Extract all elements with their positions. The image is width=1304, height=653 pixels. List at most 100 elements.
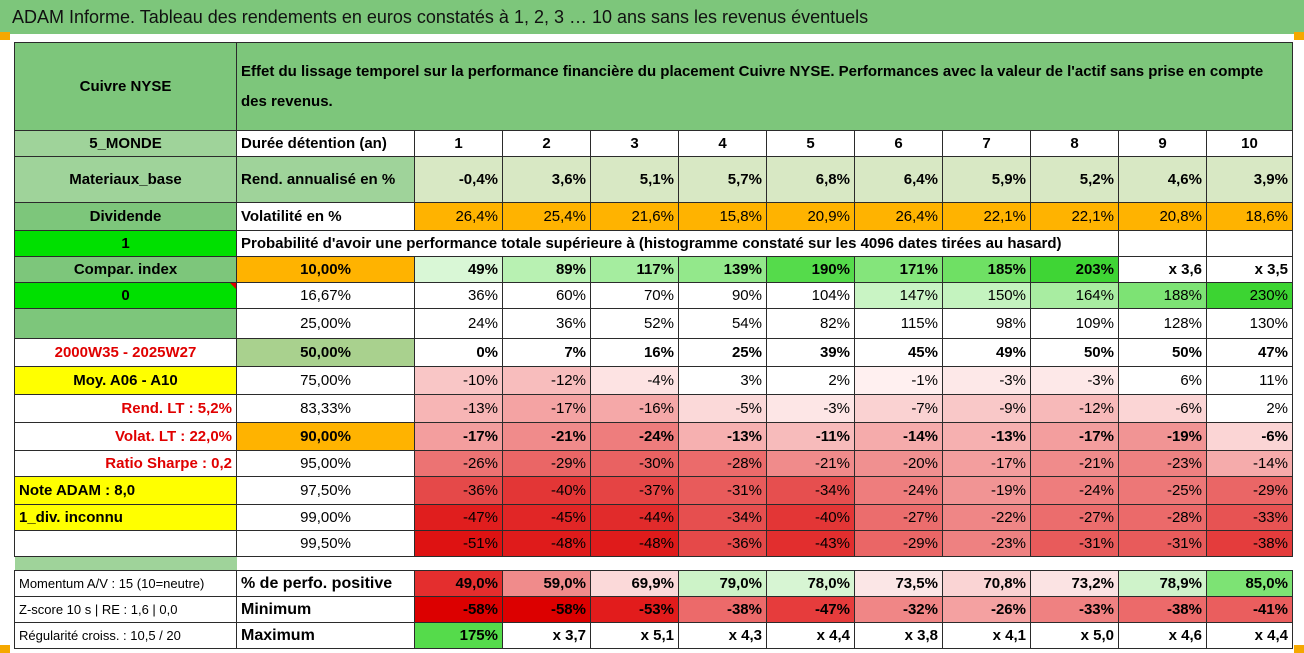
quantile-cell: -19% [1118, 422, 1207, 451]
quantile-cell: -1% [854, 366, 943, 395]
quantile-row: Note ADAM : 8,0 97,50% -36% -40% -37% -31% -34… [14, 476, 1293, 505]
zscore-label: Z-score 10 s | RE : 1,6 | 0,0 [14, 596, 237, 623]
period-label: 2000W35 - 2025W27 [14, 338, 237, 367]
blank-cell [14, 530, 237, 557]
quantile-cell: -48% [590, 530, 679, 557]
average-label: Moy. A06 - A10 [14, 366, 237, 395]
quantile-cell: 2% [1206, 394, 1293, 423]
quantile-row: 25,00% 24% 36% 52% 54% 82% 115% 98% 109% 128% 130% [14, 308, 1293, 339]
quantile-cell: 109% [1030, 308, 1119, 339]
stats-cell: x 4,1 [942, 622, 1031, 649]
quantile-cell: -21% [502, 422, 591, 451]
quantile-cell: 54% [678, 308, 767, 339]
quantile-cell: -34% [678, 504, 767, 531]
quantile-row: 2000W35 - 2025W27 50,00% 0% 7% 16% 25% 39% 45% 4… [14, 338, 1293, 367]
year-header: 4 [678, 130, 767, 157]
quantile-cell: -30% [590, 450, 679, 477]
quantile-row: Rend. LT : 5,2% 83,33% -13% -17% -16% -5% -3% -… [14, 394, 1293, 423]
quantile-cell: -3% [766, 394, 855, 423]
quantile-cell: -40% [502, 476, 591, 505]
stats-cell: x 3,7 [502, 622, 591, 649]
quantile-cell: -44% [590, 504, 679, 531]
year-header: 2 [502, 130, 591, 157]
stats-cell: 69,9% [590, 570, 679, 597]
quantile-cell: 50% [1118, 338, 1207, 367]
quantile-cell: 47% [1206, 338, 1293, 367]
volatility-label: Volatilité en % [236, 202, 415, 231]
quantile-cell: 147% [854, 282, 943, 309]
quantile-cell: 128% [1118, 308, 1207, 339]
annual-return-cell: 5,2% [1030, 156, 1119, 203]
quantile-cell: -36% [678, 530, 767, 557]
duration-label: Durée détention (an) [236, 130, 415, 157]
quantile-threshold: 99,00% [236, 504, 415, 531]
stats-row: Z-score 10 s | RE : 1,6 | 0,0 Minimum -58%… [14, 596, 1293, 623]
quantile-cell: -22% [942, 504, 1031, 531]
quantile-row: Volat. LT : 22,0% 90,00% -17% -21% -24% -13% -… [14, 422, 1293, 451]
quantile-cell: 52% [590, 308, 679, 339]
quantile-cell: -38% [1206, 530, 1293, 557]
quantile-cell: -24% [1030, 476, 1119, 505]
stats-cell: 175% [414, 622, 503, 649]
quantile-cell: -13% [678, 422, 767, 451]
stats-cell: 59,0% [502, 570, 591, 597]
year-header: 5 [766, 130, 855, 157]
year-header: 6 [854, 130, 943, 157]
quantile-cell: 7% [502, 338, 591, 367]
stats-cell: x 4,3 [678, 622, 767, 649]
stats-label: Minimum [236, 596, 415, 623]
annual-return-label: Rend. annualisé en % [236, 156, 415, 203]
quantile-cell: -31% [1030, 530, 1119, 557]
quantile-cell: -37% [590, 476, 679, 505]
volatility-cell: 20,9% [766, 202, 855, 231]
quantile-cell: -13% [942, 422, 1031, 451]
quantile-threshold: 25,00% [236, 308, 415, 339]
quantile-cell: 230% [1206, 282, 1293, 309]
quantile-cell: -17% [942, 450, 1031, 477]
stats-cell: -26% [942, 596, 1031, 623]
stats-cell: x 5,0 [1030, 622, 1119, 649]
quantile-cell: -3% [1030, 366, 1119, 395]
quantile-cell: -21% [766, 450, 855, 477]
year-header: 7 [942, 130, 1031, 157]
stats-cell: 78,9% [1118, 570, 1207, 597]
quantile-cell: 185% [942, 256, 1031, 283]
quantile-cell: -29% [1206, 476, 1293, 505]
dividend-value: 1 [14, 230, 237, 257]
quantile-threshold: 83,33% [236, 394, 415, 423]
quantile-cell: -17% [502, 394, 591, 423]
quantile-cell: -51% [414, 530, 503, 557]
quantile-cell: -25% [1118, 476, 1207, 505]
quantile-cell: -29% [502, 450, 591, 477]
stats-cell: -32% [854, 596, 943, 623]
quantile-cell: -36% [414, 476, 503, 505]
quantile-cell: -12% [1030, 394, 1119, 423]
quantile-cell: 6% [1118, 366, 1207, 395]
quantile-cell: 49% [414, 256, 503, 283]
quantile-threshold: 10,00% [236, 256, 415, 283]
quantile-threshold: 99,50% [236, 530, 415, 557]
stats-row: Momentum A/V : 15 (10=neutre)% de perfo.… [14, 570, 1293, 597]
quantile-cell: 16% [590, 338, 679, 367]
stats-cell: 78,0% [766, 570, 855, 597]
volatility-cell: 21,6% [590, 202, 679, 231]
stats-cell: -38% [1118, 596, 1207, 623]
quantile-cell: -17% [414, 422, 503, 451]
volatility-cell: 18,6% [1206, 202, 1293, 231]
stats-cell: x 4,6 [1118, 622, 1207, 649]
quantile-row: 1_div. inconnu 99,00% -47% -45% -44% -34% -40%… [14, 504, 1293, 531]
volatility-cell: 26,4% [854, 202, 943, 231]
quantile-cell: -21% [1030, 450, 1119, 477]
quantile-cell: -3% [942, 366, 1031, 395]
annual-return-cell: 5,7% [678, 156, 767, 203]
quantile-threshold: 75,00% [236, 366, 415, 395]
quantile-cell: -28% [678, 450, 767, 477]
asset-name: Cuivre NYSE [14, 42, 237, 131]
stats-cell: 85,0% [1206, 570, 1293, 597]
volatility-cell: 26,4% [414, 202, 503, 231]
stats-cell: x 4,4 [766, 622, 855, 649]
quantile-cell: -31% [1118, 530, 1207, 557]
stats-cell: -38% [678, 596, 767, 623]
quantile-cell: 190% [766, 256, 855, 283]
quantile-cell: -6% [1118, 394, 1207, 423]
